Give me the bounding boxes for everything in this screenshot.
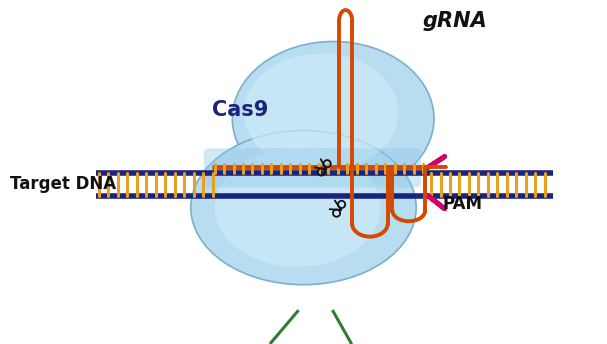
Text: Target DNA: Target DNA [10,175,116,193]
Text: PAM: PAM [443,195,483,213]
Ellipse shape [244,53,398,172]
Text: gRNA: gRNA [422,11,487,31]
FancyBboxPatch shape [204,148,421,187]
Ellipse shape [232,42,434,196]
Text: Cas9: Cas9 [212,100,268,120]
Ellipse shape [191,130,416,285]
Ellipse shape [214,148,381,267]
